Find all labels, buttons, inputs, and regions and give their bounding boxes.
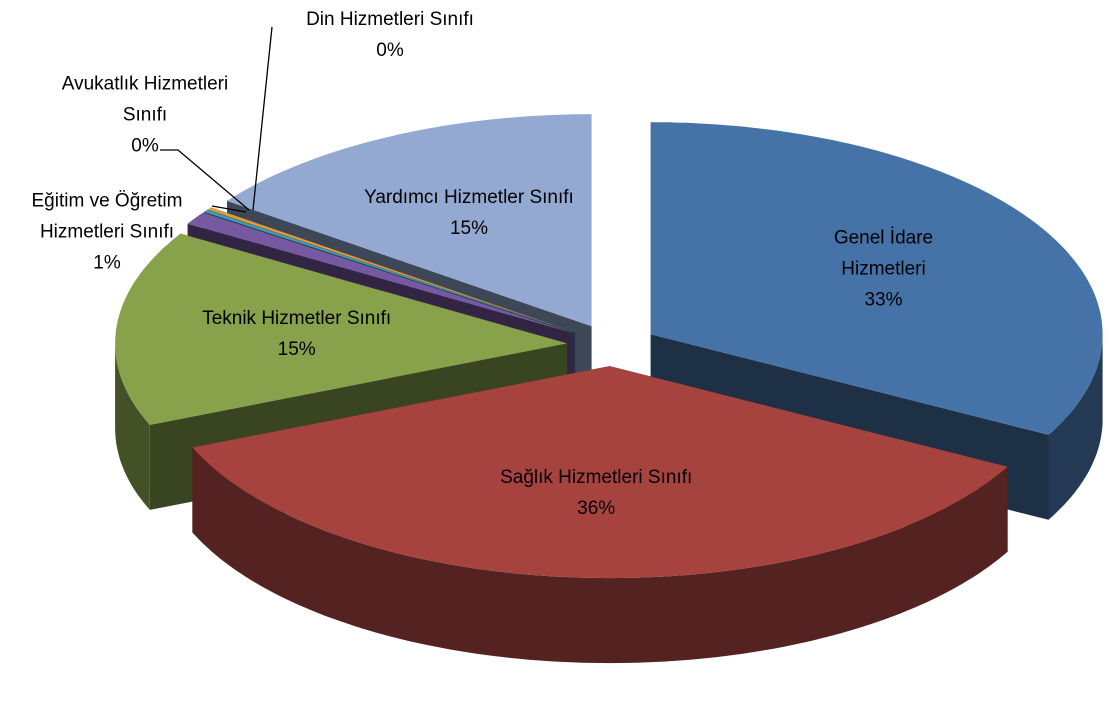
slice-name: Teknik Hizmetler Sınıfı bbox=[202, 307, 392, 329]
slice bbox=[204, 209, 576, 333]
slice-value: 15% bbox=[277, 338, 316, 360]
slice-name: Eğitim ve Öğretim Hizmetleri Sınıfı bbox=[31, 190, 183, 243]
slice-value: 0% bbox=[131, 135, 159, 157]
slice-value: 33% bbox=[864, 289, 903, 311]
slice bbox=[227, 114, 592, 327]
slice-wall bbox=[192, 447, 1008, 664]
data-label: Eğitim ve Öğretim Hizmetleri Sınıfı 1% bbox=[0, 186, 222, 279]
slice-name: Genel İdare Hizmetleri bbox=[833, 227, 934, 280]
data-label: Teknik Hizmetler Sınıfı 15% bbox=[197, 303, 397, 365]
slice-name: Din Hizmetleri Sınıfı bbox=[306, 9, 474, 30]
slice-name: Avukatlık Hizmetleri Sınıfı bbox=[61, 73, 229, 126]
slice-name: Sağlık Hizmetleri Sınıfı bbox=[500, 467, 693, 489]
leader-line bbox=[252, 26, 273, 211]
data-label: Yardımcı Hizmetler Sınıfı 15% bbox=[354, 182, 584, 244]
slice bbox=[115, 233, 568, 425]
slice-wall bbox=[115, 343, 150, 510]
slice bbox=[650, 122, 1103, 435]
leader-line bbox=[211, 205, 247, 213]
slice-name: Yardımcı Hizmetler Sınıfı bbox=[364, 186, 574, 208]
slice bbox=[187, 212, 575, 334]
slice-wall bbox=[1048, 334, 1103, 520]
data-label: Sağlık Hizmetleri Sınıfı 36% bbox=[481, 462, 711, 524]
data-label: Genel İdare Hizmetleri 33% bbox=[808, 222, 958, 315]
data-label: Avukatlık Hizmetleri Sınıfı 0% bbox=[40, 69, 250, 162]
slice bbox=[192, 366, 1008, 579]
slice bbox=[207, 207, 576, 333]
slice-value: 1% bbox=[93, 252, 121, 274]
slice-value: 0% bbox=[376, 40, 404, 61]
data-label: Din Hizmetleri Sınıfı 0% bbox=[240, 4, 540, 66]
leader-line bbox=[160, 149, 250, 211]
slice-value: 36% bbox=[577, 498, 616, 520]
slice-value: 15% bbox=[449, 217, 488, 239]
